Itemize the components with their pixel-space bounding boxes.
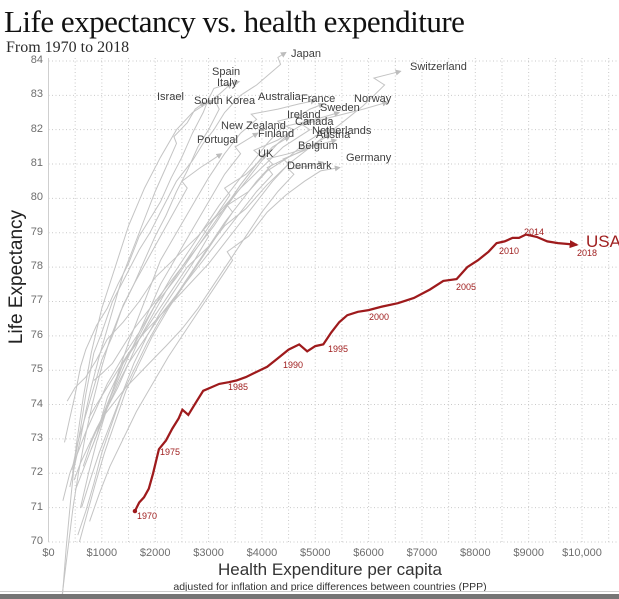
country-line-austria: [78, 138, 338, 543]
x-tick-4000: $4000: [246, 547, 278, 559]
y-tick-73: 73: [30, 431, 43, 444]
country-label-new-zealand: New Zealand: [221, 120, 286, 132]
usa-year-label-2014: 2014: [524, 227, 545, 237]
country-label-australia: Australia: [258, 91, 301, 103]
country-line-israel: [69, 101, 206, 488]
country-line-italy: [71, 82, 233, 470]
country-line-belgium: [81, 142, 322, 508]
bottom-bar: [0, 594, 619, 599]
country-label-uk: UK: [258, 148, 274, 160]
country-label-sweden: Sweden: [320, 102, 360, 114]
country-label-finland: Finland: [258, 128, 295, 140]
country-label-france: France: [301, 93, 336, 105]
y-tick-84: 84: [30, 53, 43, 66]
country-label-germany: Germany: [346, 152, 392, 164]
country-label-netherlands: Netherlands: [312, 125, 372, 137]
usa-series-label: USA: [586, 232, 619, 251]
y-tick-77: 77: [30, 294, 43, 307]
country-label-belgium: Belgium: [298, 140, 338, 152]
usa-year-label-2010: 2010: [499, 246, 520, 256]
country-label-switzerland: Switzerland: [410, 61, 467, 73]
country-label-japan: Japan: [291, 48, 321, 60]
x-tick-10000: $10,000: [562, 547, 602, 559]
y-tick-70: 70: [30, 535, 43, 547]
usa-trend-line: [132, 233, 579, 514]
country-label-south-korea: South Korea: [194, 95, 256, 107]
country-line-japan: [72, 51, 287, 474]
usa-year-label-2005: 2005: [456, 282, 477, 292]
usa-year-label-1985: 1985: [228, 382, 249, 392]
y-tick-76: 76: [30, 328, 43, 341]
x-tick-0: $0: [42, 547, 55, 559]
country-label-portugal: Portugal: [197, 134, 238, 146]
x-tick-3000: $3000: [193, 547, 224, 559]
chart-title: Life expectancy vs. health expenditure: [4, 4, 465, 39]
usa-year-label-1975: 1975: [160, 447, 181, 457]
x-tick-9000: $9000: [513, 547, 544, 559]
y-tick-78: 78: [30, 260, 43, 273]
usa-year-label-1970: 1970: [137, 511, 158, 521]
gridlines: [48, 58, 619, 543]
y-tick-83: 83: [30, 88, 43, 101]
country-line-netherlands: [88, 134, 332, 419]
country-label-canada: Canada: [295, 116, 334, 128]
usa-year-label-1990: 1990: [283, 360, 304, 370]
country-line-ireland: [62, 118, 312, 501]
x-tick-5000: $5000: [299, 547, 331, 559]
x-tick-7000: $7000: [406, 547, 438, 559]
y-tick-72: 72: [30, 466, 43, 479]
country-label-italy: Italy: [217, 77, 238, 89]
chart-subtitle: From 1970 to 2018: [6, 39, 130, 56]
x-tick-2000: $2000: [139, 547, 171, 559]
usa-year-label-2018: 2018: [577, 248, 598, 258]
x-tick-1000: $1000: [86, 547, 118, 559]
bottom-divider-line: [0, 591, 619, 592]
country-label-austria: Austria: [316, 129, 351, 141]
country-line-south-korea: [61, 100, 214, 599]
y-tick-74: 74: [30, 397, 43, 410]
x-axis-title: Health Expenditure per capita: [218, 560, 442, 579]
y-tick-71: 71: [30, 500, 43, 513]
country-label-ireland: Ireland: [287, 109, 321, 121]
country-label-norway: Norway: [354, 93, 392, 105]
country-line-germany: [89, 165, 341, 522]
country-line-sweden: [93, 111, 341, 381]
country-label-denmark: Denmark: [287, 160, 332, 172]
country-line-finland: [77, 136, 291, 536]
country-trend-lines: [61, 51, 402, 599]
country-label-spain: Spain: [212, 66, 241, 78]
y-tick-81: 81: [30, 157, 43, 170]
usa-year-label-1995: 1995: [328, 344, 349, 354]
country-line-portugal: [61, 153, 223, 599]
country-line-new-zealand: [74, 132, 259, 491]
x-axis-note: adjusted for inflation and price differe…: [173, 581, 487, 593]
usa-year-label-2000: 2000: [369, 312, 390, 322]
x-tick-6000: $6000: [353, 547, 384, 559]
y-tick-79: 79: [30, 225, 43, 238]
y-tick-82: 82: [30, 122, 43, 135]
y-tick-75: 75: [30, 363, 43, 376]
country-line-uk: [73, 152, 267, 481]
y-tick-80: 80: [30, 191, 43, 204]
x-tick-8000: $8000: [460, 547, 491, 559]
country-label-israel: Israel: [157, 91, 184, 103]
country-line-denmark: [96, 160, 325, 429]
